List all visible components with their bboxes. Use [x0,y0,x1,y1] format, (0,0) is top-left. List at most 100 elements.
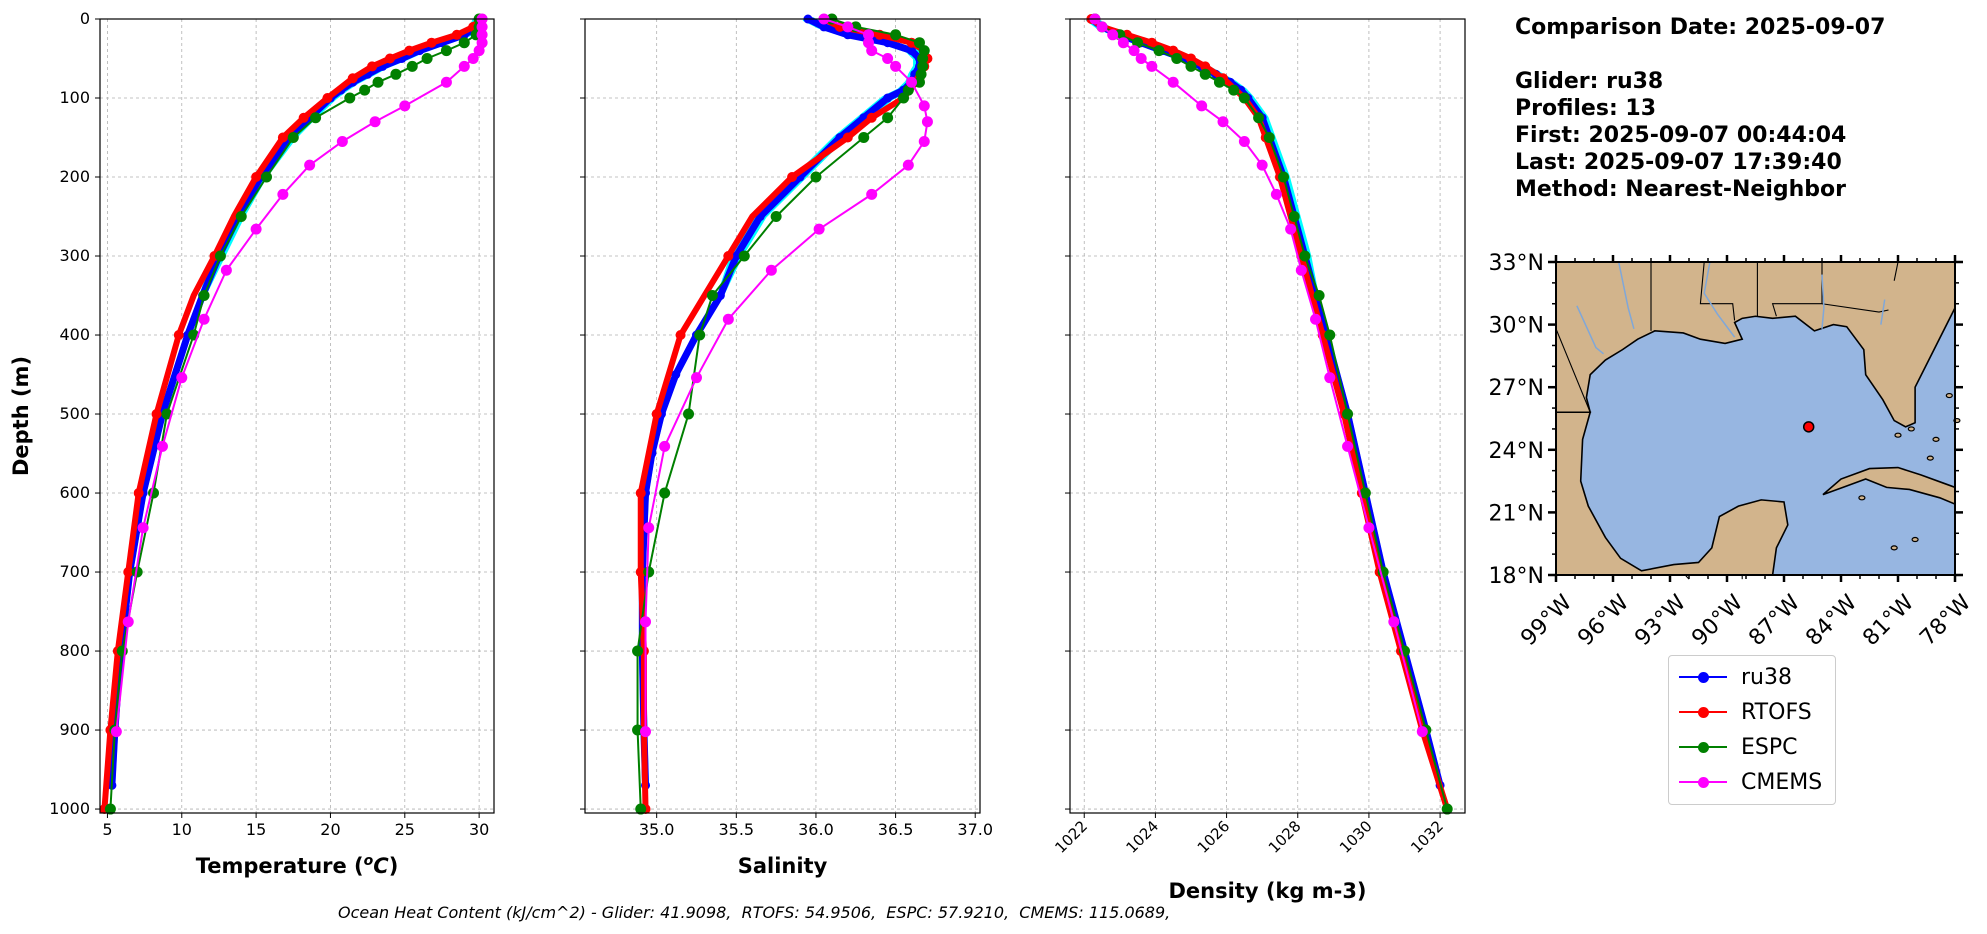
data-point-espc [913,76,925,88]
data-point-cmems [640,616,652,628]
map-island [1894,432,1902,438]
data-point-cmems [659,440,671,452]
y-tick-label: 0 [80,9,90,28]
data-point-cmems [866,188,878,200]
axes-frame [99,18,495,814]
data-point-ru38 [671,370,681,380]
axes-frame [584,18,981,814]
data-point-rtofs [322,93,333,104]
map-border-line [1893,261,1899,281]
data-point-cmems [304,159,316,171]
data-point-espc [421,53,433,65]
data-point-espc [1153,45,1165,57]
data-point-espc [913,37,925,49]
data-point-cmems [890,60,902,72]
series-ru38 [637,14,924,790]
axes-frame [1069,18,1466,814]
data-point-cmems [1117,37,1129,49]
map-lon-label: 78°W [1915,590,1976,651]
data-point-cmems [476,29,488,41]
x-tick-label: 35.5 [718,820,754,839]
x-tick-label: 1032 [1407,817,1447,857]
data-point-rtofs [1185,53,1196,64]
data-point-cmems [476,21,488,33]
map-island [1932,436,1940,442]
x-tick-label: 36.0 [798,820,834,839]
glider-location-map: 33°N 30°N 27°N 24°N 21°N 18°N99°W96°W93°W90°W… [1489,251,1977,651]
data-point-cmems [369,116,381,128]
series-cmems [640,13,933,738]
data-point-rtofs [367,61,378,72]
map-river-line [1880,299,1886,325]
y-tick-label: 100 [59,88,90,107]
data-point-ru38 [843,30,853,40]
map-lat-label: 24°N [1489,439,1544,464]
x-tick-label: 10 [172,820,192,839]
data-point-cmems [842,21,854,33]
data-point-espc [694,329,706,341]
data-point-espc [359,84,371,96]
data-point-espc [406,60,418,72]
data-point-espc [1359,487,1371,499]
data-point-espc [882,112,894,124]
data-point-cmems [1167,76,1179,88]
y-tick-label: 400 [59,325,90,344]
data-point-rtofs [1146,37,1157,48]
data-point-cmems [1295,264,1307,276]
data-point-espc [287,132,299,144]
x-tick-label: 1028 [1265,817,1305,857]
data-point-espc [1238,92,1250,104]
data-point-cmems [198,313,210,325]
data-point-espc [235,211,247,223]
data-point-ru38 [883,38,893,48]
ocean-heat-content-footer: Ocean Heat Content (kJ/cm^2) - Glider: 4… [338,903,1171,922]
map-island [1926,455,1934,461]
last-profile-time-text: Last: 2025-09-07 17:39:40 [1515,150,1842,175]
data-point-cmems [1416,726,1428,738]
data-point-rtofs [133,488,144,499]
comparison-date-text: Comparison Date: 2025-09-07 [1515,15,1886,40]
data-point-espc [344,92,356,104]
data-point-cmems [1270,188,1282,200]
data-point-rtofs [451,29,462,40]
x-tick-label: 5 [102,820,112,839]
x-tick-label: 25 [395,820,415,839]
x-tick-label: 1030 [1336,817,1376,857]
data-point-cmems [1217,116,1229,128]
data-point-cmems [918,135,930,147]
glider-raw-profile-line [638,17,918,786]
data-point-espc [770,211,782,223]
data-point-espc [131,566,143,578]
legend-label-ru38: ru38 [1741,664,1792,690]
data-point-cmems [467,53,479,65]
map-border-line [1699,261,1736,321]
data-point-rtofs [404,45,415,56]
map-lat-label: 21°N [1489,501,1544,526]
data-point-rtofs [723,251,734,262]
legend-swatch-rtofs [1679,702,1727,722]
data-point-cmems [1324,372,1336,384]
data-point-rtofs [675,330,686,341]
y-tick-label: 900 [59,720,90,739]
x-tick-label: 1026 [1194,817,1234,857]
legend-swatch-espc [1679,737,1727,757]
map-frame [1555,261,1956,576]
data-point-rtofs [635,488,646,499]
data-point-cmems [1342,440,1354,452]
x-tick-label: 1024 [1123,817,1163,857]
map-border-line [1821,303,1889,313]
map-land-us [1555,261,1956,428]
data-point-espc [659,487,671,499]
data-point-espc [810,171,822,183]
x-tick-label: 30 [469,820,489,839]
data-point-espc [738,250,750,262]
y-tick-label: 300 [59,246,90,265]
data-point-rtofs [298,112,309,123]
y-tick-label: 800 [59,641,90,660]
map-river-line [1576,305,1604,355]
data-point-cmems [399,100,411,112]
legend-swatch-ru38 [1679,667,1727,687]
data-point-cmems [1285,223,1297,235]
data-point-cmems [1146,60,1158,72]
series-line-rtofs [101,17,482,810]
